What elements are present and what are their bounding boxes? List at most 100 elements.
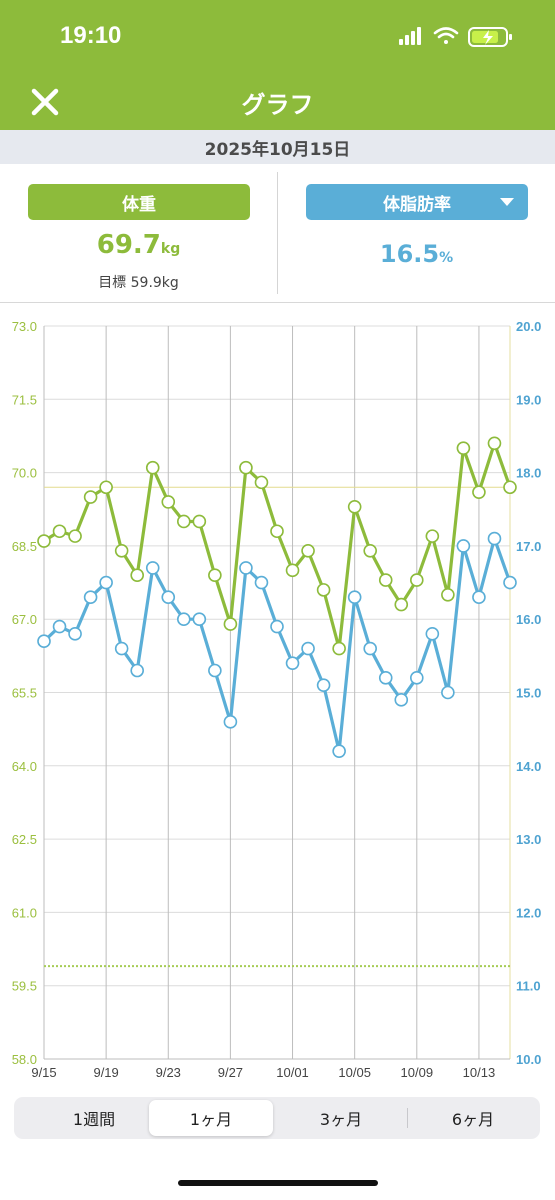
weight-point — [456, 441, 471, 455]
bodyfat-point — [52, 619, 67, 634]
bodyfat-point — [68, 627, 82, 641]
weight-point — [145, 460, 160, 475]
weight-value: 69.7kg — [0, 230, 277, 260]
header: グラフ — [0, 75, 555, 130]
weight-point — [99, 480, 113, 495]
bodyfat-label: 体脂肪率 — [383, 194, 451, 215]
status-bar: 19:10 — [0, 0, 555, 75]
x-tick-label: 10/09 — [401, 1065, 434, 1080]
weight-point — [83, 490, 98, 504]
bodyfat-point — [285, 656, 300, 670]
bodyfat-point — [270, 619, 284, 634]
weight-goal: 目標 59.9kg — [98, 275, 179, 291]
weight-point — [301, 543, 315, 558]
battery-charging-icon — [468, 27, 512, 47]
bodyfat-point — [145, 561, 160, 575]
x-tick-label: 10/01 — [276, 1065, 309, 1080]
tab-3-months[interactable]: 3ヶ月 — [319, 1110, 363, 1129]
close-icon — [31, 88, 59, 116]
weight-unit: kg — [160, 241, 181, 257]
bodyfat-point — [161, 590, 176, 605]
weight-number: 69.7 — [96, 230, 161, 260]
bodyfat-point — [192, 612, 207, 627]
weight-point — [254, 475, 269, 490]
bodyfat-point — [347, 590, 362, 605]
tab-1-week[interactable]: 1週間 — [72, 1110, 116, 1129]
weight-point — [332, 641, 346, 656]
weight-point — [68, 529, 82, 543]
weight-point — [37, 534, 51, 548]
bodyfat-point — [223, 715, 238, 729]
bodyfat-point — [99, 575, 113, 590]
tab-separator — [407, 1108, 408, 1128]
date-bar: 2025年10月15日 — [0, 130, 555, 164]
weight-point — [285, 563, 300, 578]
x-tick-label: 10/05 — [338, 1065, 371, 1080]
bodyfat-point — [425, 627, 440, 641]
bodyfat-point — [332, 744, 346, 758]
weight-point — [161, 495, 176, 509]
tab-6-months[interactable]: 6ヶ月 — [451, 1110, 495, 1129]
weight-bodyfat-chart[interactable]: 73.0 71.5 70.0 68.5 67.0 65.5 64.0 62.5 61.0 59.5… — [0, 305, 555, 1085]
bodyfat-point — [441, 685, 455, 700]
y-right-tick-label: 13.0 — [516, 832, 541, 847]
page-title: グラフ — [241, 91, 314, 119]
y-right-tick-label: 14.0 — [516, 759, 541, 774]
weight-point — [208, 568, 222, 583]
weight-point — [270, 524, 284, 539]
weight-point — [177, 514, 191, 529]
bodyfat-point — [114, 641, 129, 656]
y-left-tick-label: 59.5 — [12, 979, 37, 994]
bodyfat-point — [456, 539, 471, 553]
weight-point — [409, 573, 424, 587]
y-left-tick-label: 68.5 — [12, 539, 37, 554]
bodyfat-panel: 体脂肪率 16.5% — [278, 164, 555, 302]
y-left-tick-label: 71.5 — [12, 392, 37, 407]
bodyfat-point — [37, 634, 51, 648]
y-right-tick-label: 10.0 — [516, 1052, 541, 1067]
y-left-tick-label: 70.0 — [12, 466, 37, 481]
status-time: 19:10 — [60, 22, 122, 49]
tab-1-month[interactable]: 1ヶ月 — [149, 1100, 273, 1136]
close-button[interactable] — [26, 83, 64, 121]
bodyfat-point — [239, 561, 253, 575]
y-right-tick-label: 17.0 — [516, 539, 541, 554]
bodyfat-point — [487, 531, 502, 546]
chart-area[interactable]: 73.0 71.5 70.0 68.5 67.0 65.5 64.0 62.5 61.0 59.5… — [0, 305, 555, 1085]
bodyfat-point — [472, 590, 486, 605]
x-tick-label: 10/13 — [463, 1065, 496, 1080]
weight-point — [394, 597, 409, 612]
weight-point — [192, 514, 207, 529]
status-icons — [399, 27, 512, 47]
weight-point — [503, 480, 517, 495]
bodyfat-number: 16.5 — [379, 240, 440, 268]
bodyfat-dropdown[interactable]: 体脂肪率 — [306, 184, 528, 220]
y-right-tick-label: 15.0 — [516, 686, 541, 701]
weight-label: 体重 — [122, 194, 156, 215]
x-tick-label: 9/23 — [156, 1065, 181, 1080]
wifi-icon — [433, 27, 459, 44]
bodyfat-point — [394, 693, 409, 707]
weight-point — [347, 500, 362, 514]
period-selector: 1週間 1ヶ月 3ヶ月 6ヶ月 — [14, 1097, 540, 1139]
weight-point — [487, 436, 502, 451]
y-right-tick-label: 19.0 — [516, 392, 541, 407]
bodyfat-point — [254, 575, 269, 590]
y-right-tick-label: 18.0 — [516, 466, 541, 481]
x-tick-label: 9/27 — [218, 1065, 243, 1080]
weight-point — [441, 587, 455, 602]
y-right-tick-label: 11.0 — [516, 979, 541, 994]
weight-point — [114, 543, 129, 558]
weight-button[interactable]: 体重 — [28, 184, 250, 220]
weight-point — [425, 529, 440, 543]
y-left-tick-label: 61.0 — [12, 905, 37, 920]
bodyfat-point — [177, 612, 191, 627]
bodyfat-value: 16.5% — [278, 240, 555, 268]
signal-icon — [399, 27, 421, 45]
bodyfat-point — [503, 575, 517, 590]
summary-section: 体重 69.7kg 目標 59.9kg 体脂肪率 16.5% — [0, 164, 555, 303]
weight-point — [223, 617, 238, 631]
y-left-tick-label: 64.0 — [12, 759, 37, 774]
weight-point — [316, 583, 331, 597]
bodyfat-point — [208, 663, 222, 678]
